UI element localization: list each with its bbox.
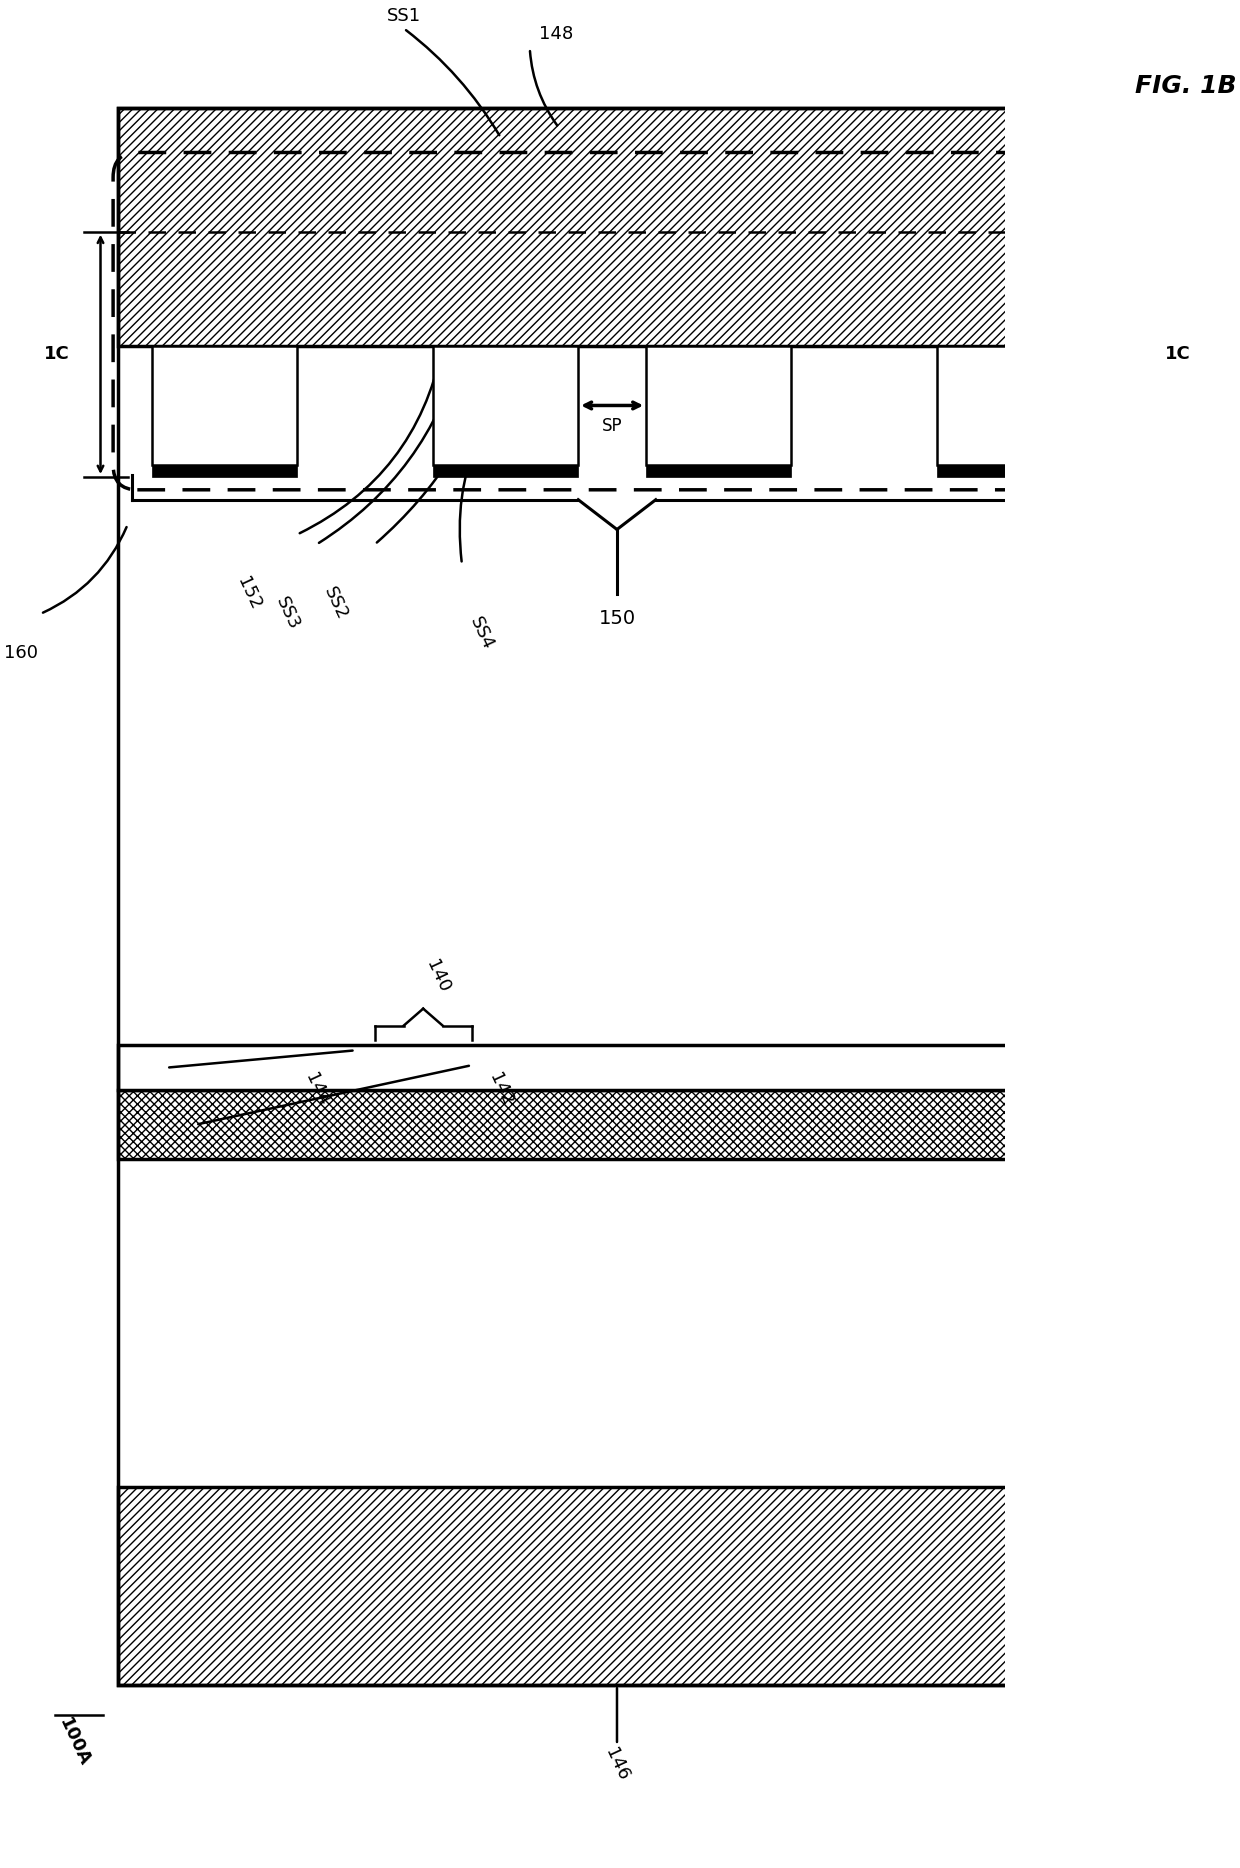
Bar [118, 108, 1116, 346]
Bar [433, 346, 578, 465]
Text: 142: 142 [485, 1070, 516, 1110]
Text: SS3: SS3 [272, 594, 303, 633]
Bar [118, 1487, 1116, 1685]
Bar [118, 1091, 1116, 1160]
Text: SS1: SS1 [387, 7, 420, 26]
Text: 148: 148 [539, 26, 574, 43]
Text: 1C: 1C [1164, 346, 1190, 364]
Text: SS2: SS2 [321, 585, 351, 622]
Bar [936, 465, 1083, 476]
Text: 152: 152 [233, 573, 264, 613]
Bar [936, 346, 1083, 465]
Bar [433, 465, 578, 476]
Bar [118, 108, 1116, 1685]
Bar [646, 346, 791, 465]
Bar [151, 346, 298, 465]
Bar [646, 465, 791, 476]
Text: 160: 160 [4, 644, 38, 661]
Text: 100A: 100A [55, 1715, 93, 1769]
Text: SS4: SS4 [466, 615, 497, 652]
Bar [118, 1046, 1116, 1091]
Text: SP: SP [601, 417, 622, 435]
Bar [151, 465, 298, 476]
Text: FIG. 1B: FIG. 1B [1136, 75, 1238, 97]
Text: 146: 146 [601, 1745, 632, 1784]
Text: 1C: 1C [43, 346, 69, 364]
Text: 144: 144 [301, 1070, 332, 1110]
Text: 140: 140 [423, 956, 453, 996]
Text: 150: 150 [599, 609, 636, 628]
